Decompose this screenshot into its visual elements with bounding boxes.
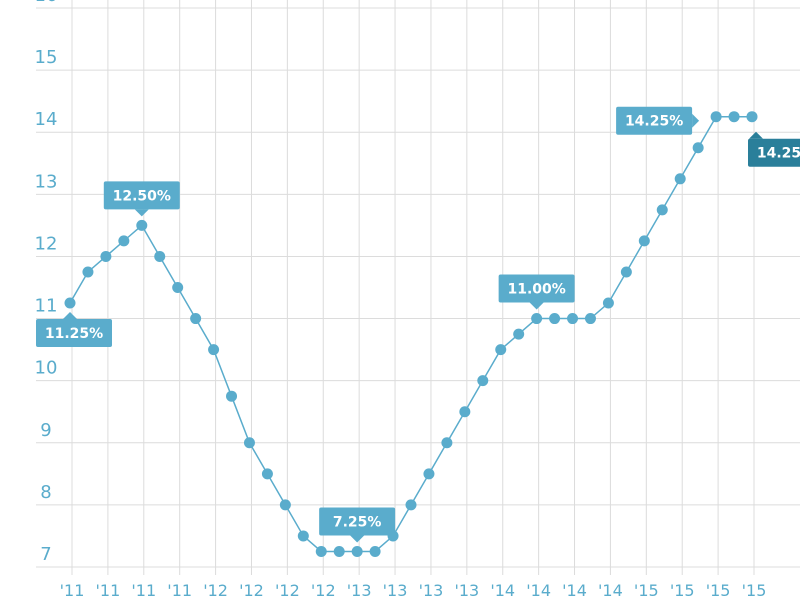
point <box>567 313 579 325</box>
callout-box <box>103 181 180 210</box>
point <box>638 235 650 247</box>
y-tick-label: 10 <box>35 358 58 379</box>
point <box>136 219 148 231</box>
point <box>208 344 220 356</box>
point <box>549 313 561 325</box>
callout: 11.25% <box>36 312 112 348</box>
x-tick-label: '15 <box>670 581 695 600</box>
callout: 12.50% <box>103 181 180 217</box>
point <box>243 437 255 449</box>
point <box>297 530 309 542</box>
point <box>261 468 273 480</box>
point <box>279 499 291 511</box>
point <box>118 235 130 247</box>
x-tick-label: '11 <box>167 581 192 600</box>
callout-pointer <box>350 535 365 543</box>
x-tick-label: '14 <box>598 581 623 600</box>
x-tick-label: '13 <box>419 581 444 600</box>
point <box>620 266 632 278</box>
point <box>82 266 94 278</box>
point <box>405 499 417 511</box>
callout: 14.25% <box>616 106 700 135</box>
point <box>477 375 489 387</box>
point <box>100 250 112 262</box>
callout-box <box>498 274 575 303</box>
x-tick-label: '15 <box>742 581 767 600</box>
point <box>369 545 381 557</box>
point <box>172 282 184 293</box>
point <box>602 297 614 309</box>
callout-pointer <box>63 312 77 320</box>
x-tick-label: '15 <box>634 581 659 600</box>
point <box>656 204 668 216</box>
callout-box <box>616 106 693 135</box>
callout-box <box>319 507 396 536</box>
x-tick-label: '15 <box>706 581 731 600</box>
data-label: 12.50% <box>113 188 171 204</box>
y-tick-label: 12 <box>35 233 58 254</box>
x-tick-label: '14 <box>490 581 515 600</box>
point <box>513 328 525 340</box>
callout: 11.00% <box>498 274 575 310</box>
x-tick-label: '14 <box>562 581 587 600</box>
data-label: 14.25% <box>757 146 800 162</box>
y-tick-label: 8 <box>40 482 51 503</box>
y-tick-label: 15 <box>35 47 58 68</box>
point <box>154 250 166 262</box>
x-tick-label: '13 <box>347 581 372 600</box>
y-tick-label: 14 <box>35 109 58 130</box>
point <box>674 173 686 185</box>
callout-pointer <box>749 131 763 139</box>
point <box>190 313 202 325</box>
y-tick-label: 9 <box>40 420 51 441</box>
point <box>692 142 704 154</box>
callout-box <box>748 138 800 167</box>
point <box>441 437 453 449</box>
callout: 14.25% <box>748 131 800 167</box>
callout-pointer <box>529 302 544 310</box>
y-tick-label: 11 <box>35 296 58 317</box>
point <box>226 390 238 402</box>
x-tick-label: '12 <box>239 581 264 600</box>
y-tick-label: 16 <box>35 0 58 6</box>
point <box>351 545 363 557</box>
x-tick-label: '13 <box>454 581 479 600</box>
callout-pointer <box>134 209 149 217</box>
y-tick-label: 13 <box>35 171 58 192</box>
point <box>64 297 76 309</box>
x-tick-label: '13 <box>383 581 408 600</box>
x-tick-label: '11 <box>131 581 156 600</box>
x-tick-label: '11 <box>60 581 85 600</box>
y-tick-label: 7 <box>40 544 51 565</box>
data-label: 11.00% <box>507 282 565 298</box>
data-label: 7.25% <box>333 514 382 530</box>
x-tick-label: '12 <box>203 581 228 600</box>
point <box>315 545 327 557</box>
point <box>531 313 543 325</box>
point <box>423 468 435 480</box>
callout-box <box>36 319 112 348</box>
point <box>333 545 345 557</box>
data-label: 14.25% <box>625 114 683 130</box>
point <box>584 313 596 325</box>
point <box>459 406 471 418</box>
x-tick-label: '11 <box>96 581 121 600</box>
point <box>746 111 758 123</box>
callout: 7.25% <box>319 507 396 543</box>
point <box>728 111 740 123</box>
callout-pointer <box>692 113 700 128</box>
x-tick-label: '12 <box>275 581 300 600</box>
point <box>495 344 507 356</box>
x-tick-label: '12 <box>311 581 336 600</box>
point <box>710 111 722 123</box>
x-tick-label: '14 <box>526 581 551 600</box>
data-label: 11.25% <box>45 326 103 342</box>
